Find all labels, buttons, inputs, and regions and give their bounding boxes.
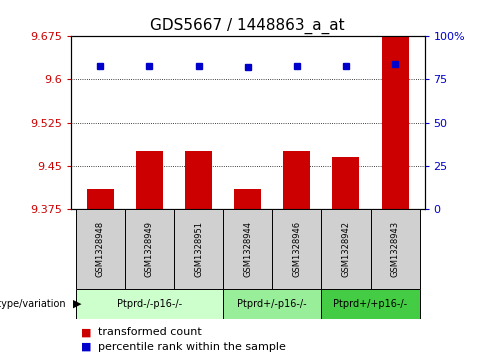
Text: ■: ■ <box>81 342 91 352</box>
Title: GDS5667 / 1448863_a_at: GDS5667 / 1448863_a_at <box>150 17 345 33</box>
Bar <box>76 209 125 289</box>
Text: GSM1328943: GSM1328943 <box>390 221 400 277</box>
Text: ▶: ▶ <box>73 299 81 309</box>
Text: GSM1328951: GSM1328951 <box>194 221 203 277</box>
Bar <box>332 157 360 209</box>
Text: GSM1328944: GSM1328944 <box>243 221 252 277</box>
Bar <box>136 151 163 209</box>
Bar <box>185 151 212 209</box>
Text: GSM1328948: GSM1328948 <box>96 221 105 277</box>
Bar <box>174 209 223 289</box>
Text: Ptprd-/-p16-/-: Ptprd-/-p16-/- <box>117 299 182 309</box>
Text: GSM1328942: GSM1328942 <box>342 221 350 277</box>
Bar <box>382 36 408 209</box>
Text: GSM1328946: GSM1328946 <box>292 221 301 277</box>
Text: genotype/variation: genotype/variation <box>0 299 66 309</box>
Bar <box>322 209 370 289</box>
Bar <box>223 209 272 289</box>
Bar <box>272 209 322 289</box>
Text: ■: ■ <box>81 327 91 337</box>
Bar <box>76 289 223 319</box>
Bar <box>125 209 174 289</box>
Text: transformed count: transformed count <box>98 327 202 337</box>
Text: GSM1328949: GSM1328949 <box>145 221 154 277</box>
Bar <box>284 151 310 209</box>
Text: Ptprd+/-p16-/-: Ptprd+/-p16-/- <box>238 299 307 309</box>
Bar <box>87 189 114 209</box>
Bar <box>234 189 261 209</box>
Bar <box>322 289 420 319</box>
Text: percentile rank within the sample: percentile rank within the sample <box>98 342 285 352</box>
Text: Ptprd+/+p16-/-: Ptprd+/+p16-/- <box>333 299 407 309</box>
Bar <box>223 289 322 319</box>
Bar <box>370 209 420 289</box>
